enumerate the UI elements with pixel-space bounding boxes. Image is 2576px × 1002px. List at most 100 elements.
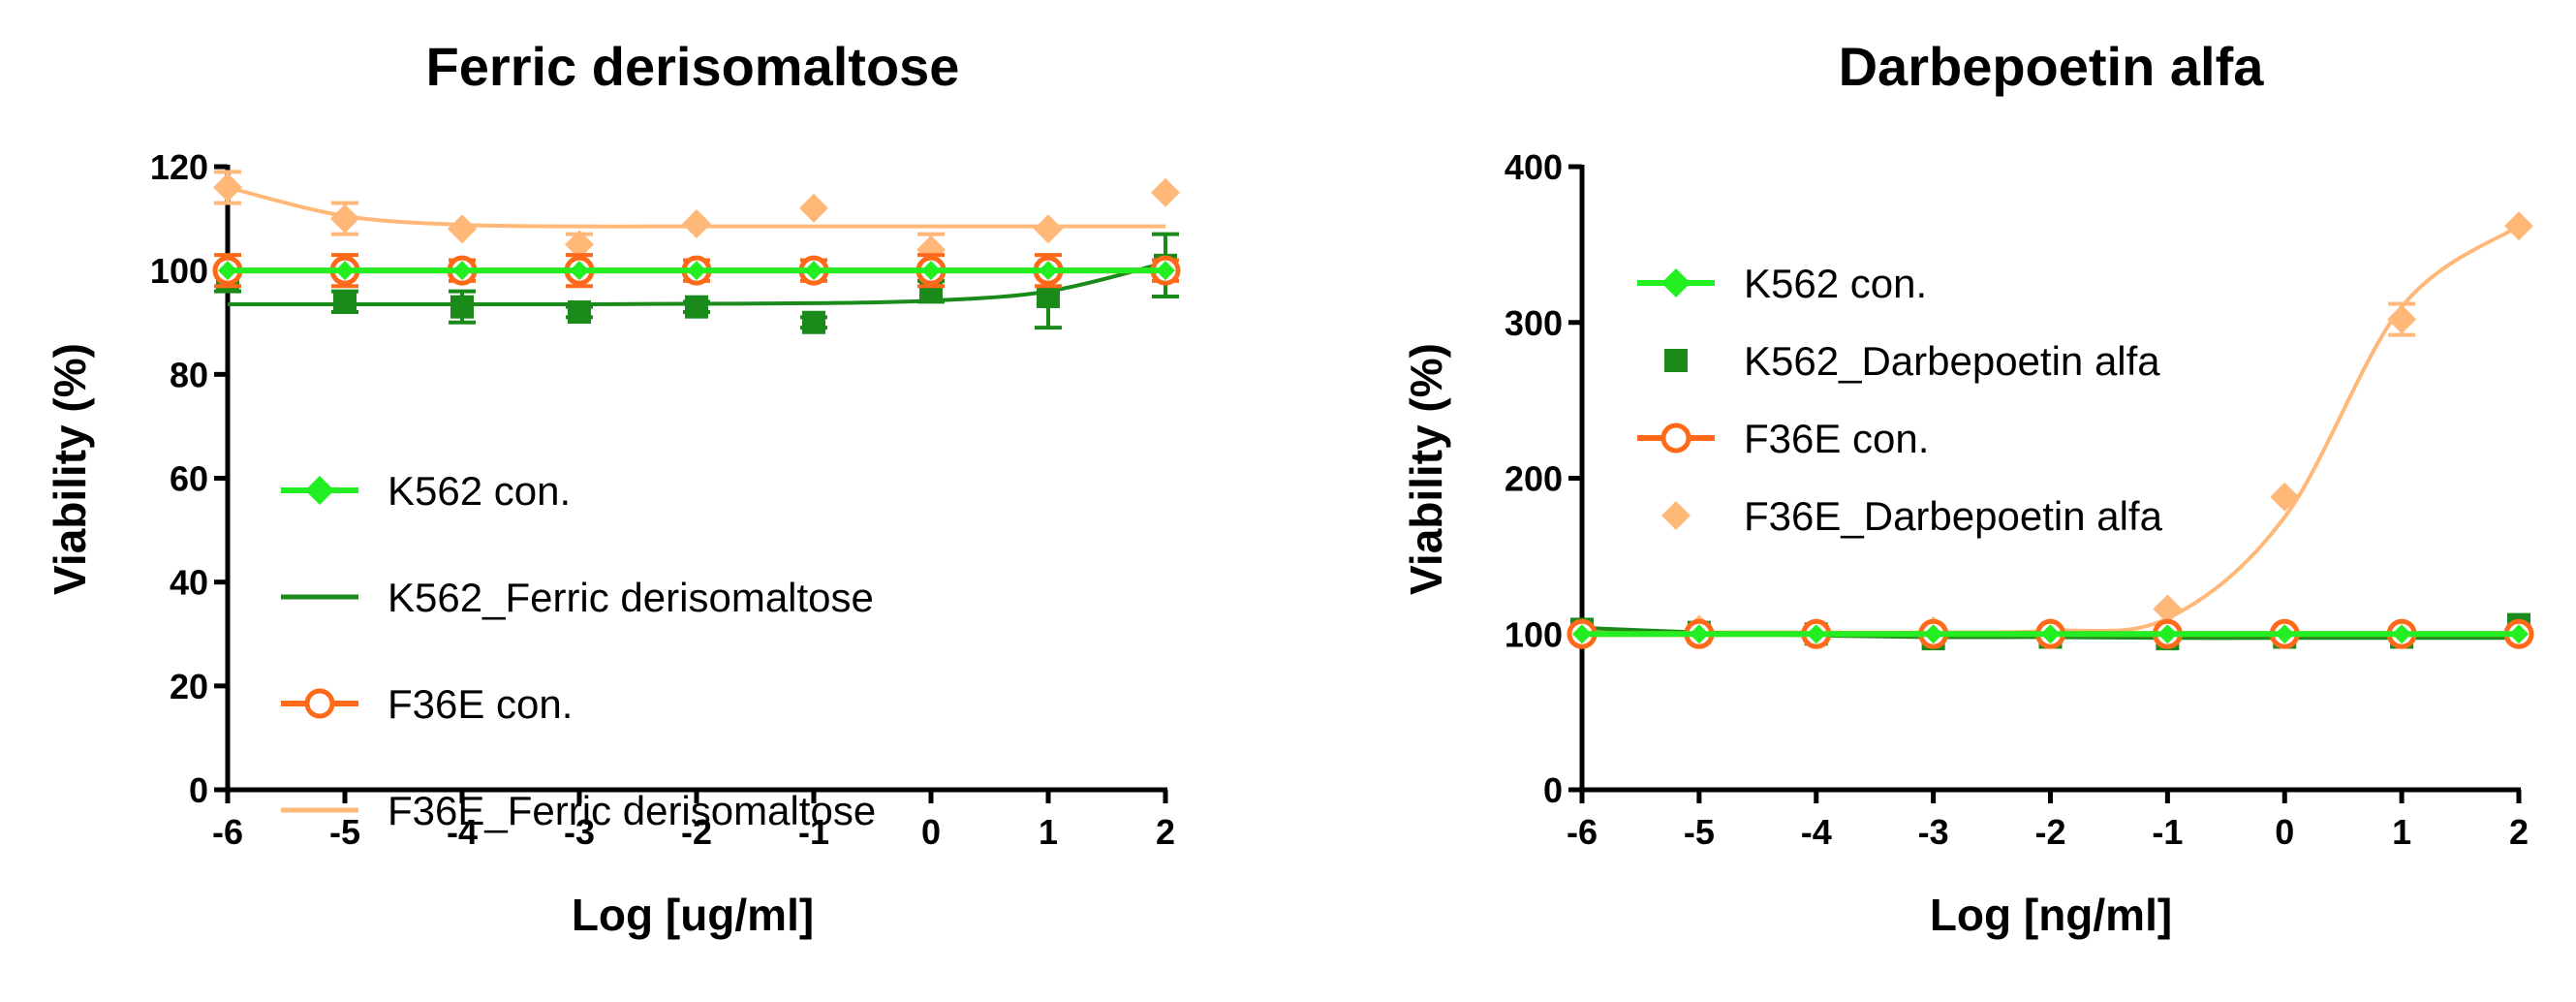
data-point <box>2153 594 2183 624</box>
x-tick-label: -2 <box>2034 812 2065 852</box>
x-tick-label: -2 <box>681 812 712 852</box>
data-point <box>330 204 359 234</box>
legend-marker <box>305 476 334 505</box>
y-axis-title: Viability (%) <box>1401 343 1451 595</box>
data-point <box>2509 624 2529 644</box>
x-tick-label: -6 <box>1567 812 1598 852</box>
y-tick-label: 20 <box>170 667 208 706</box>
legend: K562 con. K562_Ferric derisomaltose F36E c… <box>281 468 876 833</box>
chart-darbepoetin-alfa: Darbepoetin alfa Log [ng/ml] Viability (… <box>1401 36 2534 940</box>
legend-item: K562 con. <box>1637 261 1927 306</box>
data-point <box>921 261 941 281</box>
x-tick-label: -1 <box>798 812 829 852</box>
legend-label: F36E_Ferric derisomaltose <box>388 788 876 833</box>
data-point <box>333 290 357 314</box>
legend-item: K562 con. <box>281 468 571 514</box>
series-k562-con- <box>1572 624 2529 644</box>
data-point <box>450 295 474 319</box>
data-point <box>802 310 825 334</box>
data-point <box>1151 177 1180 207</box>
data-point <box>799 193 828 223</box>
x-tick-label: 2 <box>1156 812 1175 852</box>
data-point <box>2392 624 2412 644</box>
data-point <box>687 261 706 281</box>
data-point <box>2040 624 2061 644</box>
legend-label: F36E con. <box>388 681 573 727</box>
series-k562-con- <box>218 261 1175 281</box>
x-tick-label: -5 <box>329 812 360 852</box>
data-point <box>2387 304 2417 334</box>
x-tick-label: 1 <box>2392 812 2411 852</box>
series-f36e-ferric-derisomaltose <box>213 170 1180 267</box>
y-tick-label: 100 <box>1505 614 1563 654</box>
legend-item: K562_Ferric derisomaltose <box>281 575 874 620</box>
y-tick-label: 300 <box>1505 303 1563 343</box>
x-tick-label: -6 <box>212 812 243 852</box>
x-tick-label: -3 <box>564 812 595 852</box>
legend-label: F36E_Darbepoetin alfa <box>1744 493 2163 539</box>
x-tick-label: 0 <box>2275 812 2294 852</box>
y-tick-label: 200 <box>1505 459 1563 499</box>
data-point <box>1806 624 1826 644</box>
data-point <box>218 261 237 281</box>
x-tick-label: 0 <box>921 812 941 852</box>
legend-label: K562 con. <box>388 468 571 514</box>
legend-item: F36E con. <box>281 681 573 727</box>
y-tick-label: 100 <box>150 251 208 291</box>
x-axis-title: Log [ug/ml] <box>572 890 814 940</box>
data-point <box>1156 261 1175 281</box>
x-tick-label: -4 <box>447 812 478 852</box>
data-point <box>2157 624 2178 644</box>
x-tick-label: -3 <box>1918 812 1949 852</box>
x-tick-label: 1 <box>1039 812 1058 852</box>
x-axis-title: Log [ng/ml] <box>1930 890 2172 940</box>
data-point <box>682 208 711 238</box>
data-point <box>1572 624 1592 644</box>
data-point <box>2504 211 2533 241</box>
data-point <box>2275 624 2295 644</box>
legend-item: F36E_Darbepoetin alfa <box>1661 493 2163 539</box>
legend-marker <box>304 688 335 719</box>
data-point <box>1923 624 1943 644</box>
y-axis-title: Viability (%) <box>45 343 95 595</box>
y-tick-label: 80 <box>170 355 208 394</box>
x-tick-label: -5 <box>1684 812 1715 852</box>
data-point <box>452 261 472 281</box>
legend-label: K562 con. <box>1744 261 1927 306</box>
series-line <box>1581 224 2521 635</box>
data-point <box>213 172 242 203</box>
data-point <box>448 214 477 244</box>
y-tick-label: 60 <box>170 459 208 499</box>
y-tick-label: 0 <box>1543 770 1563 810</box>
legend: K562 con. K562_Darbepoetin alfa F36E con. F… <box>1637 261 2163 539</box>
legend-marker <box>1664 349 1688 372</box>
data-point <box>685 295 708 319</box>
y-tick-label: 0 <box>189 770 208 810</box>
y-tick-label: 40 <box>170 563 208 603</box>
data-point <box>565 230 594 260</box>
legend-label: F36E con. <box>1744 416 1929 461</box>
chart-title: Ferric derisomaltose <box>426 36 960 97</box>
y-tick-label: 120 <box>150 147 208 187</box>
data-point <box>1037 284 1060 308</box>
data-point <box>1039 261 1058 281</box>
data-point <box>2270 482 2300 512</box>
legend-marker <box>1661 501 1691 530</box>
legend-label: K562_Darbepoetin alfa <box>1744 338 2160 384</box>
x-tick-label: -4 <box>1801 812 1832 852</box>
legend-item: F36E con. <box>1637 416 1929 461</box>
chart-title: Darbepoetin alfa <box>1839 36 2265 97</box>
data-point <box>568 300 591 325</box>
legend-label: K562_Ferric derisomaltose <box>388 575 874 620</box>
x-tick-label: -1 <box>2152 812 2183 852</box>
data-point <box>1689 624 1709 644</box>
x-tick-label: 2 <box>2509 812 2529 852</box>
chart-ferric-derisomaltose: Ferric derisomaltose Log [ug/ml] Viabili… <box>45 36 1181 940</box>
legend-marker <box>1660 423 1691 454</box>
data-point <box>916 235 946 265</box>
series-f36e-darbepoetin-alfa <box>1567 211 2533 649</box>
legend-item: K562_Darbepoetin alfa <box>1664 338 2160 384</box>
